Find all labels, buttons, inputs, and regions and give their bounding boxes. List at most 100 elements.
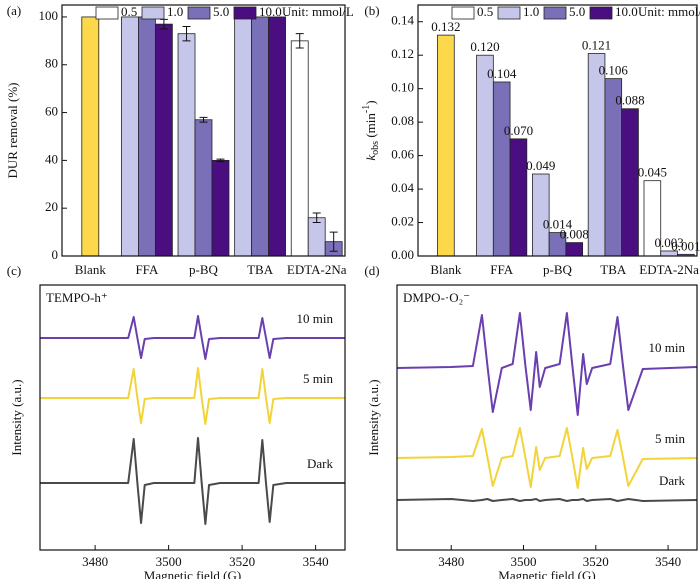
legend-swatch	[497, 6, 521, 20]
value-label: 0.008	[560, 227, 589, 242]
bar	[211, 159, 230, 257]
value-label: 0.121	[582, 38, 611, 53]
error-bar	[199, 116, 208, 123]
y-axis-label-part: -1	[361, 105, 372, 113]
x-tick-label: Blank	[75, 262, 107, 277]
legend-label: 10.0	[259, 4, 282, 19]
x-tick-label: 3500	[511, 554, 537, 569]
legend-swatch	[141, 6, 165, 20]
legend-label: 0.5	[121, 4, 137, 19]
x-tick-label: 3520	[229, 554, 255, 569]
y-tick-label: 0.00	[391, 247, 414, 262]
error-bar	[216, 158, 225, 163]
bar	[492, 81, 511, 257]
y-tick-label: 0.14	[391, 13, 414, 28]
bar	[290, 40, 309, 257]
legend-label: 1.0	[523, 4, 539, 19]
x-tick-label: EDTA-2Na	[639, 262, 699, 277]
x-tick-label: 3500	[156, 554, 182, 569]
x-tick-label: Blank	[430, 262, 462, 277]
x-tick-label: FFA	[135, 262, 158, 277]
bar	[234, 16, 253, 257]
y-tick-label: 40	[45, 151, 58, 166]
legend-swatch	[451, 6, 475, 20]
spectrum-line	[40, 437, 345, 525]
bar	[476, 54, 494, 257]
spectrum-line	[396, 498, 698, 502]
plot-frame	[417, 4, 698, 257]
spectrum-line	[40, 315, 345, 360]
y-tick-label: 0.02	[391, 214, 414, 229]
panel-label: (d)	[364, 263, 379, 278]
annotation: TEMPO-h⁺	[46, 290, 108, 305]
value-label: 0.132	[431, 19, 460, 34]
annotation: DMPO-·O₂⁻	[403, 290, 470, 305]
x-axis-label: Magnetic field (G)	[498, 568, 595, 579]
y-axis-label-part: k	[363, 155, 378, 161]
x-tick-label: FFA	[490, 262, 513, 277]
y-tick-label: 0.08	[391, 113, 414, 128]
series-label: 10 min	[649, 340, 686, 355]
legend-swatch	[543, 6, 567, 20]
y-axis-label: kobs (min-1)	[361, 100, 381, 160]
plot-frame	[39, 284, 346, 551]
y-tick-label: 80	[45, 56, 58, 71]
y-axis-label-part: )	[363, 100, 378, 104]
bar	[307, 217, 326, 257]
error-bar	[182, 26, 191, 42]
bar	[194, 119, 213, 257]
panel-label: (c)	[7, 263, 21, 278]
y-tick-label: 0	[52, 247, 59, 262]
plot-frame	[396, 284, 698, 551]
x-tick-label: 3480	[82, 554, 108, 569]
x-axis-label: Magnetic field (G)	[144, 568, 241, 579]
x-tick-label: p-BQ	[189, 262, 219, 277]
y-axis-label: DUR removal (%)	[5, 82, 20, 178]
value-label: 0.001	[671, 238, 700, 253]
bar	[565, 242, 584, 257]
legend-label: 0.5	[477, 4, 493, 19]
bar	[587, 53, 606, 257]
y-tick-label: 0.12	[391, 46, 414, 61]
legend-swatch	[233, 6, 257, 20]
panel-label: (b)	[364, 3, 379, 18]
value-label: 0.014	[543, 217, 573, 232]
plot-frame	[61, 4, 346, 257]
x-tick-label: 3520	[583, 554, 609, 569]
y-axis-label: Intensity (a.u.)	[366, 379, 381, 455]
series-label: 5 min	[655, 431, 685, 446]
value-label: 0.070	[504, 123, 533, 138]
legend-label: 5.0	[213, 4, 229, 19]
bar	[251, 16, 269, 257]
bar	[81, 16, 100, 257]
value-label: 0.003	[654, 235, 683, 250]
legend-swatch	[187, 6, 211, 20]
y-axis-label-part: obs	[370, 141, 381, 155]
value-label: 0.045	[638, 165, 667, 180]
value-label: 0.049	[526, 158, 555, 173]
series-label: Dark	[659, 473, 685, 488]
legend-note: Unit: mmol/L	[638, 4, 700, 19]
panel-label: (a)	[7, 3, 21, 18]
x-tick-label: 3480	[438, 554, 464, 569]
x-tick-label: TBA	[600, 262, 627, 277]
x-tick-label: p-BQ	[543, 262, 573, 277]
spectrum-line	[40, 367, 345, 425]
bar	[121, 16, 139, 257]
y-tick-label: 0.10	[391, 80, 414, 95]
bar	[437, 34, 455, 257]
y-tick-label: 100	[39, 8, 59, 23]
spectrum-line	[396, 427, 698, 489]
value-label: 0.106	[599, 63, 629, 78]
series-label: 10 min	[297, 311, 334, 326]
bar	[509, 138, 528, 257]
legend-label: 1.0	[167, 4, 183, 19]
y-tick-label: 20	[45, 199, 58, 214]
value-label: 0.104	[487, 66, 517, 81]
error-bar	[295, 33, 304, 49]
y-axis-label: Intensity (a.u.)	[9, 379, 24, 455]
y-axis-label-part: (min	[363, 113, 378, 141]
series-label: Dark	[307, 456, 333, 471]
